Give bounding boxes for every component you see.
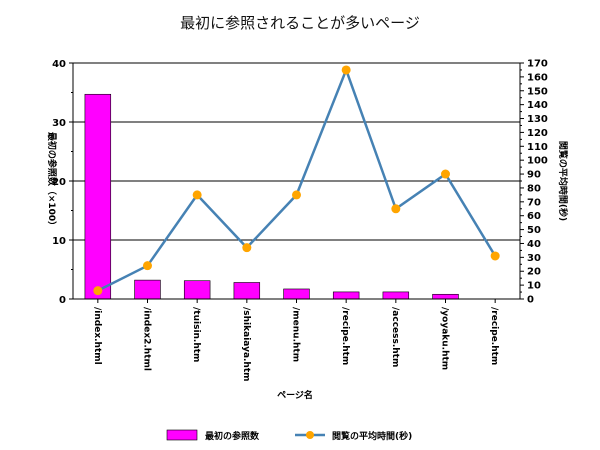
line-path — [97, 66, 497, 292]
bar — [332, 291, 360, 300]
bar — [84, 93, 112, 300]
category-label: /index.html — [92, 307, 102, 365]
tick-label: 40 — [527, 239, 541, 250]
category-label: /access.htm — [390, 307, 400, 367]
x-axis-label: ページ名 — [277, 389, 313, 401]
line-point — [292, 190, 301, 200]
line-point — [143, 261, 152, 271]
tick-label: 20 — [527, 267, 541, 278]
tick-label: 160 — [527, 72, 548, 83]
bar — [382, 291, 410, 300]
y-axis-right-label: 閲覧の平均時間(秒) — [557, 141, 569, 221]
tick-label: 150 — [527, 86, 548, 97]
tick-label: 80 — [527, 183, 541, 194]
tick-label: 40 — [52, 59, 66, 70]
category-labels: /index.html/index2.html/tuisin.htm/shika… — [92, 299, 499, 382]
bar — [233, 282, 261, 300]
tick-label: 140 — [527, 100, 548, 111]
bar — [283, 288, 310, 300]
legend-swatch-bar — [166, 429, 198, 441]
line-point — [441, 169, 450, 179]
line-series — [93, 65, 500, 296]
category-label: /yoyaku.htm — [440, 307, 450, 370]
category-label: /recipe.htm — [340, 307, 350, 365]
tick-label: 60 — [527, 211, 541, 222]
tick-label: 70 — [527, 197, 541, 208]
legend: 最初の参照数 閲覧の平均時間(秒) — [166, 429, 412, 442]
line-point — [192, 190, 202, 200]
tick-label: 100 — [527, 156, 548, 167]
bars — [84, 93, 459, 300]
category-label: /index2.html — [142, 307, 152, 371]
category-label: /shikaiaya.htm — [241, 307, 251, 382]
tick-label: 30 — [527, 253, 541, 264]
tick-label: 110 — [527, 142, 548, 153]
tick-label: 0 — [59, 295, 66, 306]
tick-label: 90 — [527, 170, 541, 181]
y-axis-left-label: 最初の参照数（×100） — [46, 132, 58, 230]
left-axis-ticks: 0 10 20 30 40 — [52, 59, 73, 306]
category-label: /recipe.htm — [489, 307, 499, 365]
line-point — [490, 251, 500, 261]
legend-label-line: 閲覧の平均時間(秒) — [332, 430, 412, 442]
line-point — [93, 286, 103, 296]
legend-label-bar: 最初の参照数 — [205, 430, 260, 442]
tick-label: 120 — [527, 128, 548, 139]
category-label: /tuisin.htm — [191, 307, 201, 362]
legend-swatch-marker — [306, 431, 314, 439]
tick-label: 10 — [527, 281, 541, 292]
line-point — [391, 204, 401, 214]
chart-title: 最初に参照されることが多いページ — [180, 14, 420, 32]
grid — [73, 62, 520, 241]
tick-label: 30 — [52, 118, 66, 129]
tick-label: 170 — [527, 59, 548, 70]
bar — [183, 280, 211, 300]
line-point — [242, 243, 252, 253]
bar — [432, 293, 459, 300]
category-label: /menu.htm — [291, 307, 301, 362]
tick-label: 50 — [527, 225, 541, 236]
tick-label: 0 — [527, 295, 534, 306]
tick-label: 20 — [52, 177, 66, 188]
bar — [134, 279, 161, 300]
tick-label: 130 — [527, 114, 548, 125]
right-axis-ticks: 0 10 20 30 40 50 60 70 80 90 100 110 120 130 140 150 160… — [520, 59, 548, 306]
tick-label: 10 — [52, 236, 66, 247]
line-point — [341, 65, 351, 75]
